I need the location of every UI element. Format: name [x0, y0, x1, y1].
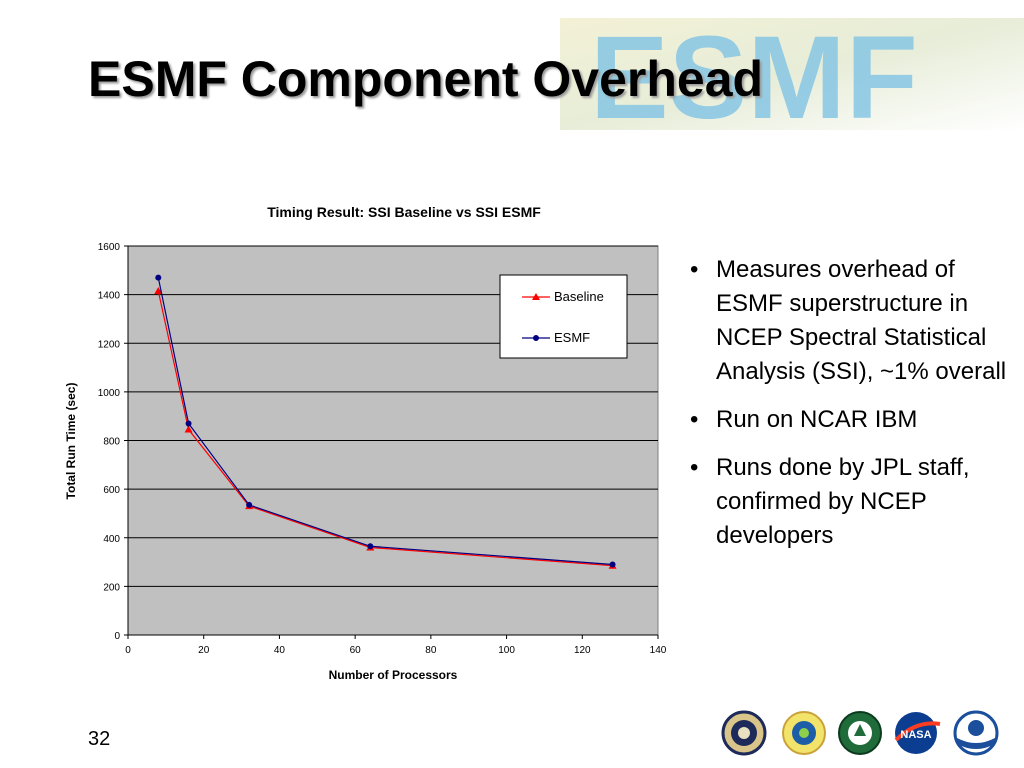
bullet-dot: •	[690, 256, 699, 283]
data-point	[154, 286, 163, 294]
y-tick-label: 1200	[98, 339, 121, 350]
data-point	[246, 501, 253, 508]
x-axis-label: Number of Processors	[329, 668, 458, 682]
doe-seal-icon	[838, 711, 882, 755]
bullet-text: Run on NCAR IBM	[716, 406, 918, 433]
y-tick-label: 400	[103, 534, 120, 545]
y-tick-label: 1600	[98, 242, 121, 253]
esmf-logo: ESMF	[560, 18, 1024, 130]
y-tick-label: 600	[103, 485, 120, 496]
dod-seal-icon	[721, 710, 767, 756]
bullet-text: Runs done by JPL staff, confirmed by NCE…	[716, 454, 970, 549]
bullet-item: • Run on NCAR IBM	[688, 403, 1018, 437]
logo-background	[560, 18, 1024, 130]
x-axis-ticks: 0 20 40 60 80 100 120 140	[125, 635, 667, 656]
legend-swatch-marker	[532, 293, 540, 300]
chart-title: Timing Result: SSI Baseline vs SSI ESMF	[267, 204, 541, 220]
bullet-dot: •	[690, 454, 699, 481]
slide-title: ESMF Component Overhead	[88, 51, 764, 107]
legend-swatch-marker	[533, 335, 539, 341]
x-tick-label: 0	[125, 645, 131, 656]
page-number: 32	[88, 728, 111, 750]
y-tick-label: 1400	[98, 291, 121, 302]
bullet-text: Measures overhead of ESMF superstructure…	[716, 256, 1007, 385]
svg-text:NASA: NASA	[900, 729, 931, 741]
legend-label: ESMF	[554, 330, 590, 345]
data-point	[155, 274, 162, 281]
logo-text: ESMF	[590, 18, 918, 130]
y-axis-label: Total Run Time (sec)	[64, 383, 78, 500]
x-tick-label: 140	[650, 645, 667, 656]
legend-label: Baseline	[554, 289, 604, 304]
chart-legend: Baseline ESMF	[499, 274, 628, 359]
bullet-list: • Measures overhead of ESMF superstructur…	[688, 253, 1018, 567]
timing-chart: Timing Result: SSI Baseline vs SSI ESMF …	[64, 204, 667, 682]
agency-logos: NASA	[721, 710, 999, 756]
y-tick-label: 0	[114, 631, 120, 642]
data-point	[184, 425, 193, 433]
nasa-logo-icon: NASA	[894, 712, 941, 754]
data-point	[609, 561, 616, 568]
data-point	[185, 420, 192, 427]
y-tick-label: 800	[103, 437, 120, 448]
noaa-logo-icon	[953, 710, 999, 756]
bullet-item: • Runs done by JPL staff, confirmed by NC…	[688, 451, 1018, 553]
x-tick-label: 120	[574, 645, 591, 656]
y-tick-label: 1000	[98, 388, 121, 399]
x-tick-label: 60	[350, 645, 362, 656]
bullet-dot: •	[690, 406, 699, 433]
x-tick-label: 80	[425, 645, 437, 656]
x-tick-label: 20	[198, 645, 210, 656]
series-layer	[154, 274, 617, 569]
legend-box	[499, 274, 628, 359]
nsf-logo-icon	[782, 711, 826, 755]
y-tick-label: 200	[103, 582, 120, 593]
x-tick-label: 40	[274, 645, 286, 656]
gridlines	[128, 245, 658, 587]
data-point	[367, 543, 374, 550]
series-esmf	[155, 274, 616, 568]
bullet-item: • Measures overhead of ESMF superstructur…	[688, 253, 1018, 389]
x-tick-label: 100	[498, 645, 515, 656]
y-axis-ticks: 0 200 400 600 800 1000 1200 1400 1600	[98, 242, 128, 642]
